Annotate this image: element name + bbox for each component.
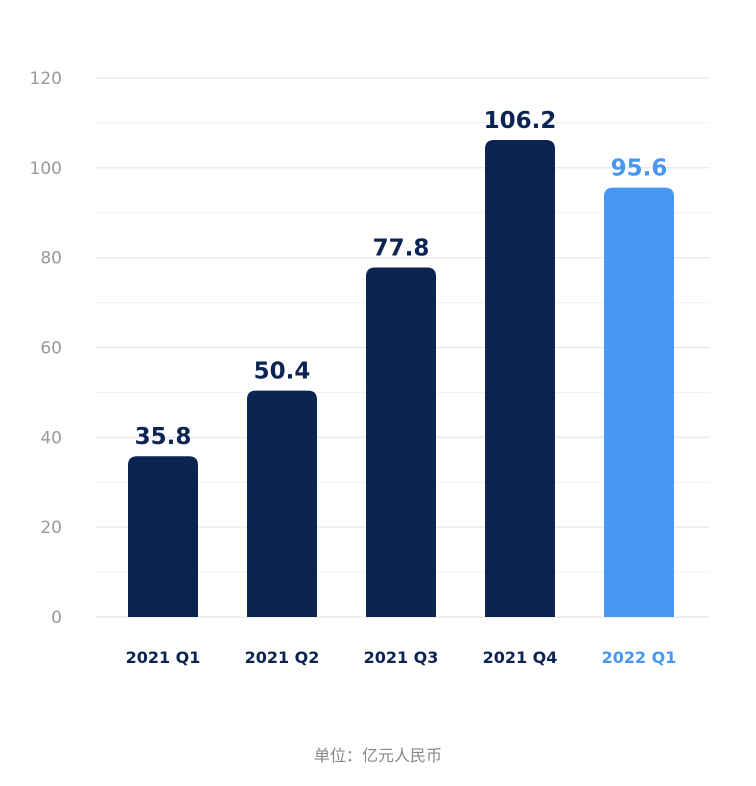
- data-labels: 35.8 50.4 77.8 106.2 95.6: [135, 108, 668, 450]
- y-tick-label: 20: [40, 518, 62, 538]
- x-tick-label: 2022 Q1: [602, 648, 677, 667]
- y-tick-label: 40: [40, 428, 62, 448]
- y-tick-label: 0: [51, 608, 62, 628]
- data-label: 35.8: [135, 424, 192, 450]
- data-label: 95.6: [611, 156, 668, 182]
- bar-2021-q2: [247, 390, 317, 617]
- x-tick-label: 2021 Q2: [245, 648, 320, 667]
- x-axis-ticks: 2021 Q1 2021 Q2 2021 Q3 2021 Q4 2022 Q1: [126, 648, 677, 667]
- x-tick-label: 2021 Q3: [364, 648, 439, 667]
- bar-2021-q4: [485, 139, 555, 618]
- y-axis-ticks: 0 20 40 60 80 100 120: [30, 69, 62, 628]
- unit-note: 单位：亿元人民币: [313, 746, 442, 765]
- y-tick-label: 100: [30, 159, 62, 179]
- bar-2022-q1: [604, 187, 674, 617]
- bar-2021-q3: [366, 267, 436, 617]
- data-label: 50.4: [254, 359, 311, 385]
- x-tick-label: 2021 Q1: [126, 648, 201, 667]
- bars: [128, 139, 674, 618]
- x-tick-label: 2021 Q4: [483, 648, 558, 667]
- y-tick-label: 120: [30, 69, 62, 89]
- bar-2021-q1: [128, 456, 198, 617]
- y-tick-label: 60: [40, 339, 62, 359]
- y-tick-label: 80: [40, 249, 62, 269]
- data-label: 77.8: [373, 236, 430, 262]
- data-label: 106.2: [484, 108, 557, 134]
